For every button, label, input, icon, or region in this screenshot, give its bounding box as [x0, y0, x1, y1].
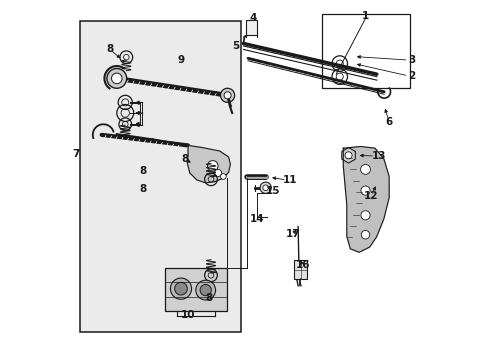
Text: 11: 11: [283, 175, 297, 185]
Circle shape: [360, 211, 369, 220]
Text: 8: 8: [140, 184, 146, 194]
Text: 8: 8: [205, 293, 212, 303]
Text: 9: 9: [177, 55, 184, 65]
Bar: [165, 268, 226, 311]
Circle shape: [174, 282, 187, 295]
Circle shape: [207, 161, 218, 171]
Text: 8: 8: [106, 45, 113, 54]
Text: 3: 3: [407, 55, 415, 65]
Circle shape: [111, 73, 122, 84]
Text: 12: 12: [364, 191, 378, 201]
Circle shape: [361, 230, 369, 239]
Circle shape: [107, 68, 126, 88]
Circle shape: [214, 170, 221, 176]
Circle shape: [170, 278, 191, 299]
Text: 10: 10: [181, 310, 195, 320]
Circle shape: [200, 284, 211, 296]
Text: 7: 7: [72, 149, 80, 158]
Bar: [322, 14, 409, 88]
Text: 17: 17: [285, 229, 300, 239]
Polygon shape: [343, 147, 388, 252]
Circle shape: [195, 280, 215, 300]
Text: 8: 8: [140, 166, 146, 176]
Circle shape: [224, 92, 231, 99]
Text: 16: 16: [295, 260, 309, 270]
Circle shape: [345, 152, 351, 159]
Circle shape: [360, 165, 370, 174]
Text: 5: 5: [232, 41, 239, 51]
Circle shape: [263, 185, 268, 190]
Text: 13: 13: [370, 151, 385, 161]
Text: 2: 2: [407, 71, 415, 81]
Polygon shape: [187, 145, 230, 183]
Bar: [246, 20, 256, 35]
Text: 8: 8: [181, 154, 188, 164]
Circle shape: [260, 182, 271, 193]
Circle shape: [360, 186, 369, 195]
Bar: [293, 260, 306, 279]
Circle shape: [220, 88, 234, 102]
Text: 4: 4: [249, 13, 257, 23]
Text: 1: 1: [362, 11, 369, 21]
Polygon shape: [341, 148, 355, 163]
Circle shape: [220, 174, 225, 179]
Text: 14: 14: [249, 214, 264, 224]
Bar: [81, 21, 241, 332]
Text: 6: 6: [385, 117, 392, 127]
Text: 15: 15: [265, 186, 280, 196]
